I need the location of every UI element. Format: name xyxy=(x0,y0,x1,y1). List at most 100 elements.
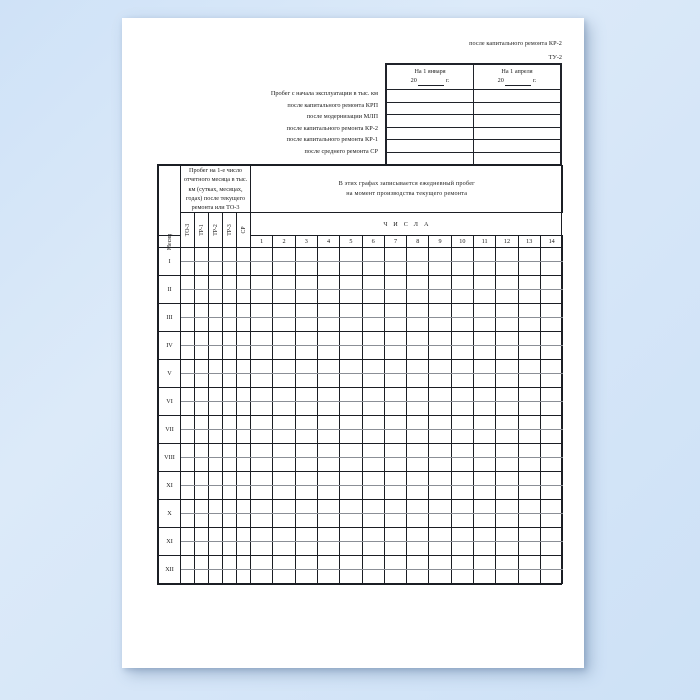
data-cell[interactable] xyxy=(517,457,541,473)
data-cell[interactable] xyxy=(250,303,274,319)
data-cell[interactable] xyxy=(495,303,519,319)
data-cell[interactable] xyxy=(316,569,341,585)
data-cell[interactable] xyxy=(361,303,385,319)
data-cell[interactable] xyxy=(194,359,209,375)
data-cell[interactable] xyxy=(383,569,408,585)
data-cell[interactable] xyxy=(180,289,195,305)
data-cell[interactable] xyxy=(208,513,223,529)
data-cell[interactable] xyxy=(450,541,475,557)
data-cell[interactable] xyxy=(272,415,296,431)
data-cell[interactable] xyxy=(250,359,274,375)
data-cell[interactable] xyxy=(316,387,341,403)
data-cell[interactable] xyxy=(208,499,223,515)
data-cell[interactable] xyxy=(235,401,252,417)
data-cell[interactable] xyxy=(250,569,274,585)
data-cell[interactable] xyxy=(339,289,363,305)
data-cell[interactable] xyxy=(473,401,497,417)
data-cell[interactable] xyxy=(495,429,519,445)
data-cell[interactable] xyxy=(428,289,452,305)
data-cell[interactable] xyxy=(250,373,274,389)
data-cell[interactable] xyxy=(495,415,519,431)
data-cell[interactable] xyxy=(450,457,475,473)
data-cell[interactable] xyxy=(180,513,195,529)
data-cell[interactable] xyxy=(222,373,237,389)
data-cell[interactable] xyxy=(194,569,209,585)
data-cell[interactable] xyxy=(517,429,541,445)
data-cell[interactable] xyxy=(316,317,341,333)
data-cell[interactable] xyxy=(194,331,209,347)
data-cell[interactable] xyxy=(222,555,237,571)
data-cell[interactable] xyxy=(450,331,475,347)
data-cell[interactable] xyxy=(294,275,318,291)
data-cell[interactable] xyxy=(194,345,209,361)
data-cell[interactable] xyxy=(450,317,475,333)
data-cell[interactable] xyxy=(180,541,195,557)
data-cell[interactable] xyxy=(339,429,363,445)
data-cell[interactable] xyxy=(539,373,564,389)
data-cell[interactable] xyxy=(180,499,195,515)
data-cell[interactable] xyxy=(339,527,363,543)
data-cell[interactable] xyxy=(473,443,497,459)
data-cell[interactable] xyxy=(517,555,541,571)
data-cell[interactable] xyxy=(383,261,408,277)
header-input-cell[interactable] xyxy=(473,101,561,115)
data-cell[interactable] xyxy=(450,555,475,571)
data-cell[interactable] xyxy=(339,513,363,529)
data-cell[interactable] xyxy=(517,289,541,305)
data-cell[interactable] xyxy=(208,247,223,263)
data-cell[interactable] xyxy=(316,275,341,291)
data-cell[interactable] xyxy=(495,443,519,459)
data-cell[interactable] xyxy=(180,555,195,571)
data-cell[interactable] xyxy=(450,373,475,389)
data-cell[interactable] xyxy=(450,569,475,585)
data-cell[interactable] xyxy=(361,387,385,403)
data-cell[interactable] xyxy=(194,373,209,389)
data-cell[interactable] xyxy=(339,303,363,319)
data-cell[interactable] xyxy=(473,373,497,389)
data-cell[interactable] xyxy=(294,457,318,473)
data-cell[interactable] xyxy=(180,401,195,417)
data-cell[interactable] xyxy=(208,289,223,305)
data-cell[interactable] xyxy=(272,303,296,319)
data-cell[interactable] xyxy=(517,331,541,347)
data-cell[interactable] xyxy=(428,485,452,501)
data-cell[interactable] xyxy=(222,275,237,291)
data-cell[interactable] xyxy=(294,555,318,571)
data-cell[interactable] xyxy=(222,415,237,431)
data-cell[interactable] xyxy=(428,345,452,361)
data-cell[interactable] xyxy=(539,527,564,543)
data-cell[interactable] xyxy=(294,485,318,501)
data-cell[interactable] xyxy=(539,289,564,305)
data-cell[interactable] xyxy=(450,527,475,543)
data-cell[interactable] xyxy=(294,247,318,263)
data-cell[interactable] xyxy=(406,527,430,543)
data-cell[interactable] xyxy=(180,569,195,585)
data-cell[interactable] xyxy=(250,317,274,333)
data-cell[interactable] xyxy=(361,331,385,347)
data-cell[interactable] xyxy=(517,303,541,319)
data-cell[interactable] xyxy=(361,359,385,375)
data-cell[interactable] xyxy=(194,289,209,305)
data-cell[interactable] xyxy=(294,359,318,375)
data-cell[interactable] xyxy=(428,401,452,417)
data-cell[interactable] xyxy=(361,541,385,557)
data-cell[interactable] xyxy=(361,513,385,529)
data-cell[interactable] xyxy=(294,429,318,445)
data-cell[interactable] xyxy=(361,499,385,515)
data-cell[interactable] xyxy=(361,457,385,473)
data-cell[interactable] xyxy=(383,247,408,263)
data-cell[interactable] xyxy=(539,275,564,291)
data-cell[interactable] xyxy=(180,275,195,291)
data-cell[interactable] xyxy=(517,415,541,431)
data-cell[interactable] xyxy=(316,373,341,389)
data-cell[interactable] xyxy=(294,373,318,389)
data-cell[interactable] xyxy=(272,289,296,305)
data-cell[interactable] xyxy=(450,401,475,417)
data-cell[interactable] xyxy=(539,443,564,459)
data-cell[interactable] xyxy=(294,387,318,403)
header-input-cell[interactable] xyxy=(473,151,561,165)
data-cell[interactable] xyxy=(208,457,223,473)
data-cell[interactable] xyxy=(208,387,223,403)
data-cell[interactable] xyxy=(235,471,252,487)
data-cell[interactable] xyxy=(383,499,408,515)
